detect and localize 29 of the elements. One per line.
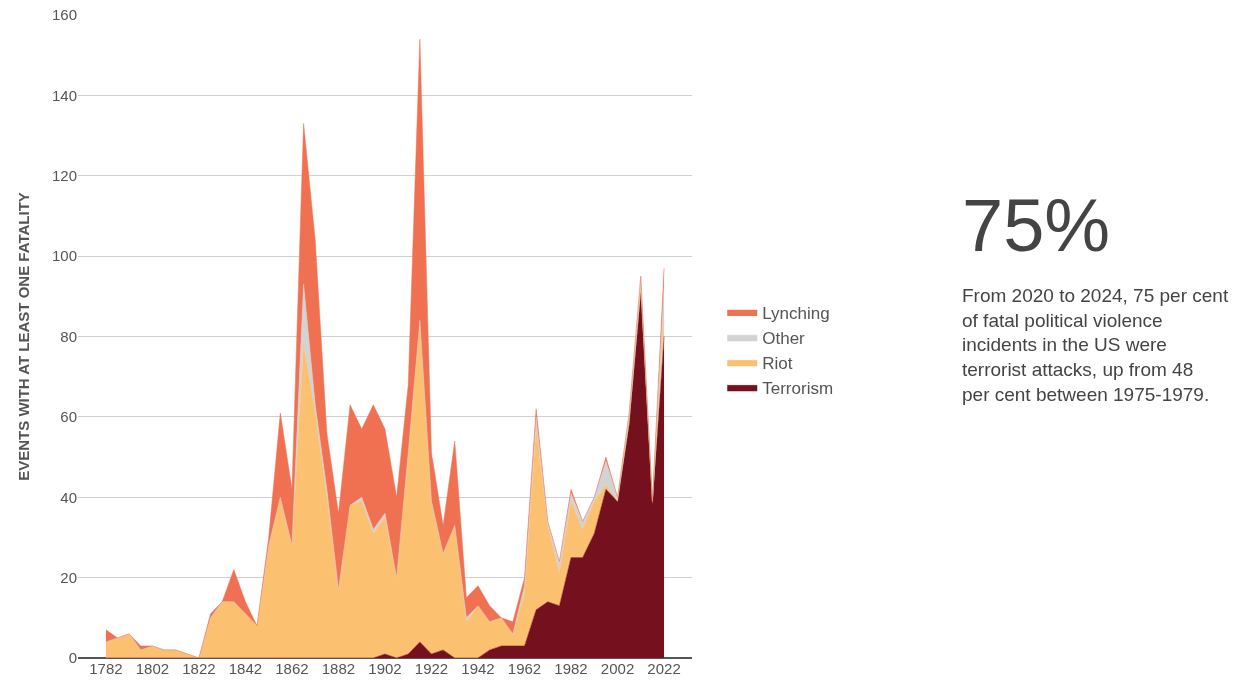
y-tick-label: 0 [68, 649, 77, 667]
y-axis-title: EVENTS WITH AT LEAST ONE FATALITY [15, 192, 33, 481]
y-tick-label: 160 [51, 6, 77, 24]
x-tick-label: 1842 [228, 660, 263, 677]
x-tick-label: 1802 [135, 660, 170, 677]
x-tick-label: 1822 [182, 660, 216, 677]
x-tick-label: 2002 [600, 660, 635, 677]
y-tick-label: 20 [60, 568, 77, 586]
x-tick-label: 1882 [321, 660, 356, 677]
x-tick-label: 1962 [507, 660, 542, 677]
x-tick-label: 2022 [647, 660, 681, 677]
text: From 2020 to 2024, 75 per cent of fatal political violence incidents in the US were terrorist attacks, up from 48 per cent between 1975-1979. [962, 285, 1229, 405]
x-tick-label: 1782 [89, 660, 123, 677]
y-tick-label: 120 [51, 167, 77, 184]
legend-label: Riot [762, 353, 793, 373]
y-tick-label: 140 [51, 86, 77, 104]
legend-label: Other [762, 328, 806, 348]
y-tick-label: 60 [60, 408, 77, 426]
y-tick-label: 80 [60, 327, 77, 345]
x-tick-label: 1982 [554, 660, 588, 677]
y-tick-label: 100 [51, 247, 77, 265]
y-tick-label: 40 [60, 488, 77, 506]
x-tick-label: 1862 [275, 660, 309, 677]
text: 75% [962, 184, 1111, 267]
x-tick-label: 1942 [461, 660, 495, 677]
x-tick-label: 1902 [368, 660, 402, 677]
legend-label: Lynching [762, 303, 830, 323]
legend-label: Terrorism [762, 378, 834, 398]
x-tick-label: 1922 [414, 660, 449, 677]
